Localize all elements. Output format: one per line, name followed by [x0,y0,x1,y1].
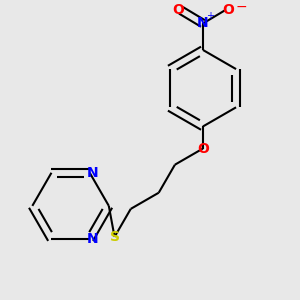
Text: N: N [87,232,98,246]
Text: +: + [206,11,214,21]
Text: S: S [110,230,119,244]
Text: O: O [172,3,184,17]
Text: O: O [197,142,209,155]
Text: O: O [222,3,234,17]
Text: N: N [197,16,209,31]
Text: N: N [87,166,98,180]
Text: −: − [236,0,247,14]
